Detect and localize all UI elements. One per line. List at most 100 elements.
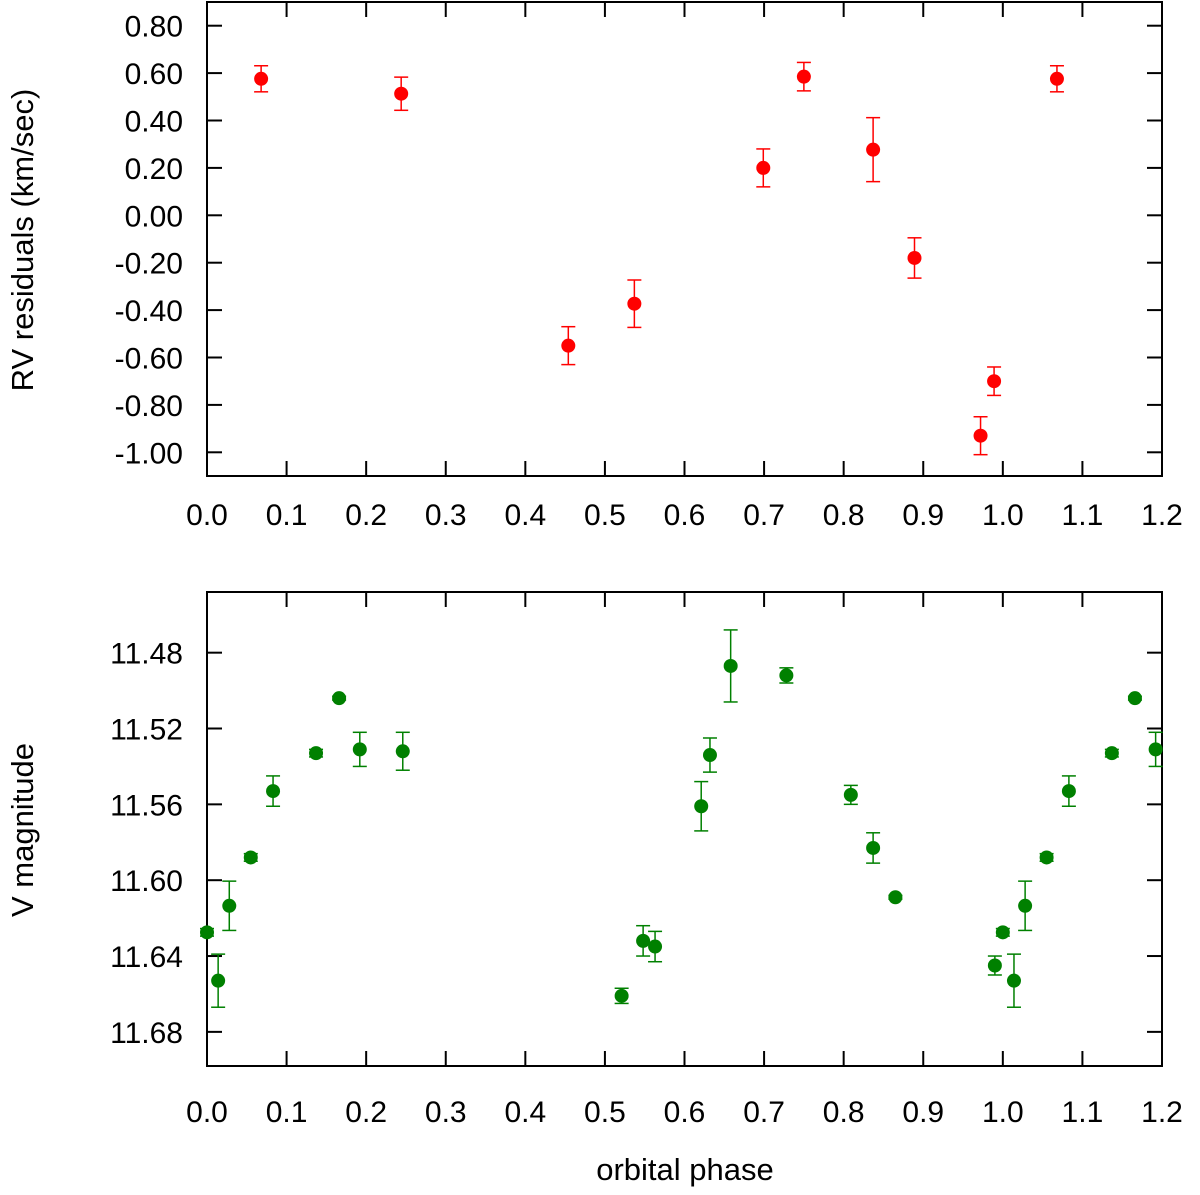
marker	[1018, 898, 1033, 913]
data-point	[987, 366, 1002, 397]
data-point	[266, 775, 281, 807]
y-tick-label: 0.60	[125, 58, 183, 91]
x-tick-label: 1.2	[1141, 1096, 1183, 1129]
x-tick-label: 0.3	[425, 499, 467, 532]
data-point	[995, 925, 1010, 940]
marker	[973, 428, 988, 443]
x-tick-label: 0.2	[345, 499, 387, 532]
data-point	[394, 76, 409, 112]
x-tick-label: 0.0	[186, 1096, 228, 1129]
data-point	[309, 746, 324, 761]
x-tick-label: 1.0	[982, 1096, 1024, 1129]
y-tick-label: 11.64	[110, 941, 183, 974]
marker	[243, 850, 258, 865]
x-tick-label: 0.8	[823, 1096, 865, 1129]
marker	[1127, 691, 1142, 706]
y-tick-label: 0.20	[125, 153, 183, 186]
marker	[309, 746, 324, 761]
marker	[756, 160, 771, 175]
y-tick-label: 11.52	[110, 714, 183, 747]
marker	[1104, 746, 1119, 761]
y-tick-label: 11.56	[110, 789, 183, 822]
marker	[627, 296, 642, 311]
data-point	[1018, 880, 1033, 932]
marker	[702, 748, 717, 763]
marker	[888, 890, 903, 905]
marker	[1006, 973, 1021, 988]
y-tick-label: 0.80	[125, 11, 183, 44]
x-tick-label: 1.1	[1062, 499, 1104, 532]
data-point	[200, 925, 214, 940]
x-tick-label: 0.5	[584, 1096, 626, 1129]
marker	[1148, 742, 1163, 757]
x-tick-label: 0.2	[345, 1096, 387, 1129]
marker	[907, 250, 922, 265]
marker	[332, 691, 347, 706]
y-tick-label: -0.40	[115, 295, 183, 328]
marker	[211, 973, 226, 988]
rv-residuals-panel: 0.0 0.1 0.2 0.3 0.4 0.5 0.6 0.7 0.8 0.9 1.0 1.1 1.2 0…	[115, 1, 1183, 532]
data-point	[866, 832, 881, 864]
data-point	[866, 116, 881, 183]
marker	[866, 142, 881, 157]
y-tick-label: -0.20	[115, 248, 183, 281]
data-point	[987, 955, 1002, 976]
marker	[614, 988, 629, 1003]
x-tick-label: 1.1	[1062, 1096, 1104, 1129]
data-point	[636, 924, 651, 957]
marker	[352, 742, 367, 757]
y-tick-label: 0.40	[125, 106, 183, 139]
data-point	[1104, 746, 1119, 761]
marker	[1039, 850, 1054, 865]
y-tick-label: 11.68	[110, 1017, 183, 1050]
marker	[395, 744, 410, 759]
data-point	[973, 416, 988, 456]
marker	[648, 939, 663, 954]
y-tick-label: 11.48	[110, 638, 183, 671]
y-axis-title-vmag: V magnitude	[5, 743, 40, 917]
x-tick-label: 0.4	[504, 1096, 546, 1129]
data-point	[1127, 691, 1142, 706]
marker	[987, 958, 1002, 973]
x-axis-title: orbital phase	[596, 1152, 774, 1187]
x-tick-label: 0.8	[823, 499, 865, 532]
marker	[636, 933, 651, 948]
marker	[200, 925, 214, 940]
data-point	[332, 691, 347, 706]
x-tick-label: 0.1	[266, 1096, 308, 1129]
marker	[866, 840, 881, 855]
data-point	[702, 737, 717, 773]
data-point	[614, 987, 629, 1005]
v-magnitude-panel: 0.0 0.1 0.2 0.3 0.4 0.5 0.6 0.7 0.8 0.9 1.0 1.1 1.2 1…	[110, 591, 1183, 1129]
data-point	[1061, 775, 1076, 807]
x-tick-label: 0.7	[743, 1096, 785, 1129]
data-point	[254, 65, 269, 93]
y-tick-label: -0.60	[115, 343, 183, 376]
y-tick-label: -1.00	[115, 437, 183, 470]
marker	[796, 69, 811, 84]
data-point	[243, 850, 258, 865]
x-tick-label: 0.5	[584, 499, 626, 532]
data-point	[796, 61, 811, 92]
marker	[1049, 71, 1064, 86]
data-point	[395, 731, 410, 771]
data-point	[222, 880, 237, 932]
marker	[995, 925, 1010, 940]
x-tick-label: 0.6	[664, 499, 706, 532]
plot-frame	[206, 591, 1163, 1067]
marker	[987, 374, 1002, 389]
data-point	[1039, 850, 1054, 865]
y-tick-label: 11.60	[110, 865, 183, 898]
data-point	[1148, 731, 1163, 768]
data-point	[779, 667, 794, 684]
marker	[779, 668, 794, 683]
data-point	[843, 784, 858, 806]
plot-frame	[206, 1, 1163, 477]
marker	[694, 799, 709, 814]
marker	[266, 784, 281, 799]
data-point	[1006, 953, 1021, 1008]
marker	[561, 338, 576, 353]
data-point	[756, 148, 771, 188]
x-tick-label: 0.9	[902, 1096, 944, 1129]
